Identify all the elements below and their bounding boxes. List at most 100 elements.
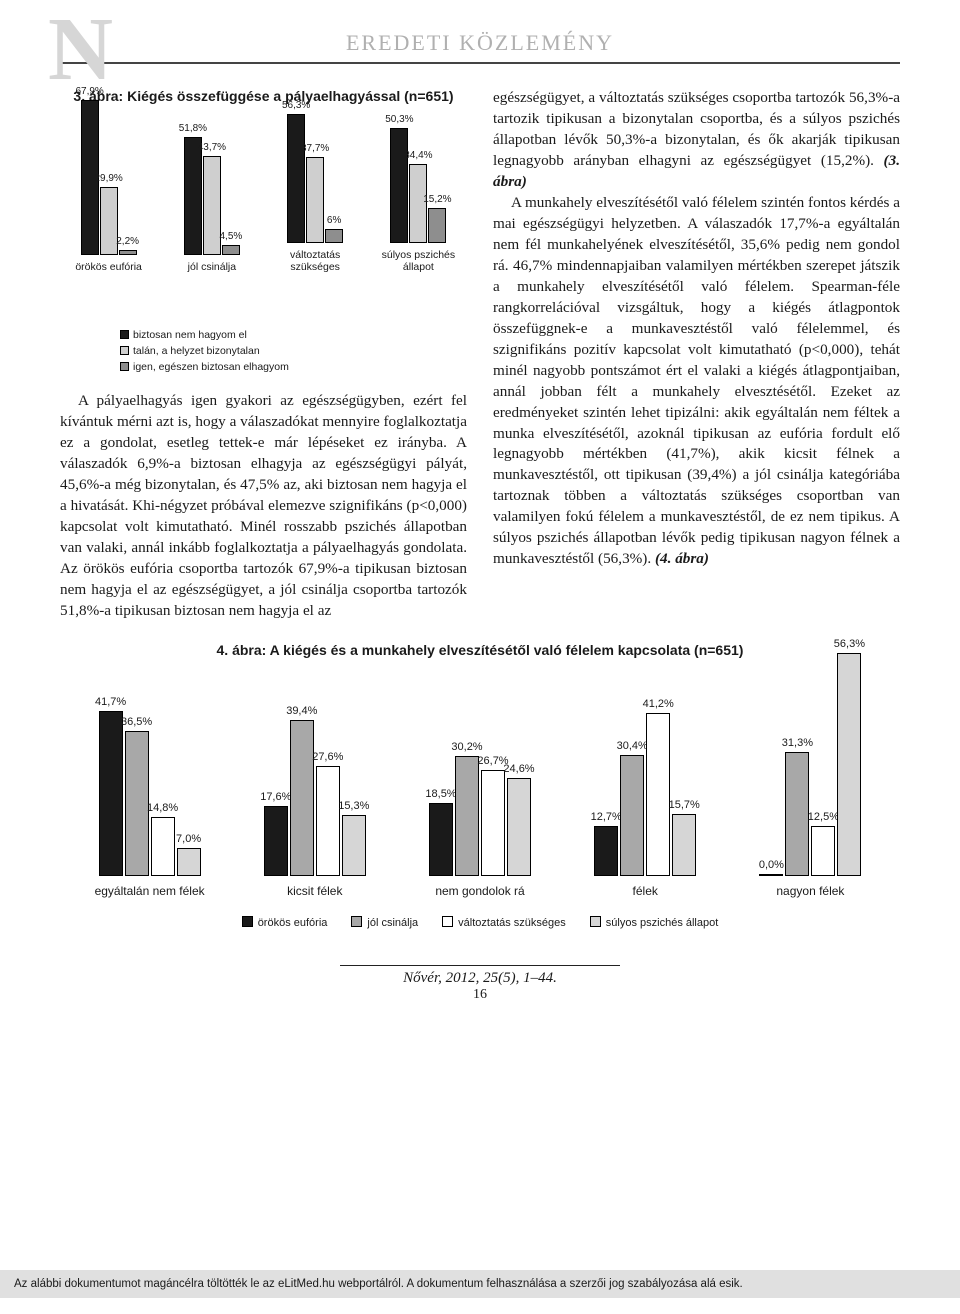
- chart4-category: kicsit félek: [287, 884, 342, 898]
- chart4-group: 41,7%36,5%14,8%7,0%egyáltalán nem félek: [76, 646, 223, 898]
- chart3-group: 50,3%34,4%15,2%súlyos pszichés állapot: [374, 83, 463, 274]
- chart4-bar: 26,7%: [481, 770, 505, 876]
- chart4-bar-label: 56,3%: [834, 638, 865, 650]
- legend-item: talán, a helyzet bizonytalan: [120, 344, 467, 360]
- chart4-bar: 41,2%: [646, 713, 670, 876]
- chart3-bar: 29,9%: [100, 187, 118, 255]
- chart4-category: nem gondolok rá: [435, 884, 524, 898]
- chart4-bar-label: 18,5%: [425, 788, 456, 800]
- chart4-bar-label: 41,2%: [643, 698, 674, 710]
- chart4-legend: örökös eufória jól csinálja változtatás sz…: [60, 916, 900, 929]
- chart3-bar-label: 2,2%: [116, 236, 139, 247]
- download-notice: Az alábbi dokumentumot magáncélra töltöt…: [0, 1270, 960, 1298]
- legend-swatch: [351, 916, 362, 927]
- chart3-bar: 37,7%: [306, 157, 324, 243]
- chart3-group: 67,9%29,9%2,2%örökös eufória: [64, 95, 153, 274]
- chart4-bar: 24,6%: [507, 778, 531, 876]
- chart4-bar: 31,3%: [785, 752, 809, 876]
- chart4-bar: 7,0%: [177, 848, 201, 876]
- chart4-group: 12,7%30,4%41,2%15,7%félek: [572, 646, 719, 898]
- chart4-bar: 17,6%: [264, 806, 288, 876]
- chart3-bar-label: 50,3%: [385, 114, 413, 125]
- chart4-bar: 15,3%: [342, 815, 366, 876]
- chart3-bar-label: 43,7%: [198, 142, 226, 153]
- chart3-legend: biztosan nem hagyom el talán, a helyzet b…: [120, 328, 467, 375]
- chart4-bar-label: 36,5%: [121, 716, 152, 728]
- chart4-category: félek: [633, 884, 658, 898]
- chart4-bar-label: 41,7%: [95, 696, 126, 708]
- legend-swatch: [242, 916, 253, 927]
- chart4-bar-label: 15,7%: [669, 799, 700, 811]
- two-column-layout: 3. ábra: Kiégés összefüggése a pályaelha…: [60, 88, 900, 622]
- chart4-group: 0,0%31,3%12,5%56,3%nagyon félek: [737, 646, 884, 898]
- chart4-bar-label: 12,5%: [808, 811, 839, 823]
- chart3-bar: 51,8%: [184, 137, 202, 255]
- chart4-bar-label: 17,6%: [260, 791, 291, 803]
- chart3-bar-label: 4,5%: [219, 231, 242, 242]
- chart4-bar-label: 12,7%: [591, 811, 622, 823]
- chart3-category: örökös eufória: [75, 261, 142, 274]
- journal-ref: Nővér, 2012, 25(5), 1–44.: [60, 970, 900, 987]
- chart3-bar-label: 29,9%: [94, 173, 122, 184]
- chart3-bar-label: 51,8%: [179, 123, 207, 134]
- chart4-bar-label: 14,8%: [147, 802, 178, 814]
- chart4-bar-label: 24,6%: [503, 763, 534, 775]
- legend-item: biztosan nem hagyom el: [120, 328, 467, 344]
- chart3-category: súlyos pszichés állapot: [374, 249, 463, 274]
- page: N EREDETI KÖZLEMÉNY 3. ábra: Kiégés össz…: [0, 0, 960, 1270]
- chart4-category: nagyon félek: [776, 884, 844, 898]
- chart4-group: 17,6%39,4%27,6%15,3%kicsit félek: [241, 646, 388, 898]
- chart3-bar: 4,5%: [222, 245, 240, 255]
- chart3-category: változtatás szükséges: [271, 249, 360, 274]
- chart4-bar-label: 39,4%: [286, 705, 317, 717]
- chart3-bar: 2,2%: [119, 250, 137, 255]
- page-number: 16: [60, 987, 900, 1003]
- left-column: 3. ábra: Kiégés összefüggése a pályaelha…: [60, 88, 467, 622]
- chart4-bar: 56,3%: [837, 653, 861, 876]
- chart3-bar-label: 56,3%: [282, 100, 310, 111]
- body-text: egészségügyet, a változtatás szükséges c…: [493, 89, 900, 169]
- section-header: EREDETI KÖZLEMÉNY: [60, 30, 900, 64]
- legend-item: örökös eufória: [242, 916, 328, 929]
- chart3: 67,9%29,9%2,2%örökös eufória51,8%43,7%4,…: [64, 114, 463, 314]
- chart4-bar-label: 15,3%: [338, 800, 369, 812]
- legend-item: jól csinálja: [351, 916, 418, 929]
- chart4-bar: 14,8%: [151, 817, 175, 876]
- chart4-bar-label: 27,6%: [312, 751, 343, 763]
- chart3-bar-label: 67,9%: [75, 86, 103, 97]
- chart3-bar: 50,3%: [390, 128, 408, 243]
- legend-label: biztosan nem hagyom el: [133, 329, 247, 341]
- chart4-bar-label: 0,0%: [759, 859, 784, 871]
- ghost-letter: N: [48, 18, 113, 81]
- chart4-bar: 12,5%: [811, 826, 835, 876]
- legend-label: jól csinálja: [367, 917, 418, 929]
- right-column: egészségügyet, a változtatás szükséges c…: [493, 88, 900, 622]
- legend-item: súlyos pszichés állapot: [590, 916, 719, 929]
- chart4-bar: 30,4%: [620, 755, 644, 876]
- legend-label: örökös eufória: [258, 917, 328, 929]
- chart4-bar-label: 30,2%: [451, 741, 482, 753]
- chart4-bar-label: 30,4%: [617, 740, 648, 752]
- chart4-bar: 27,6%: [316, 766, 340, 875]
- chart3-group: 51,8%43,7%4,5%jól csinálja: [167, 95, 256, 274]
- legend-swatch: [120, 346, 129, 355]
- legend-label: igen, egészen biztosan elhagyom: [133, 361, 289, 373]
- chart4-bar-label: 31,3%: [782, 737, 813, 749]
- legend-item: igen, egészen biztosan elhagyom: [120, 360, 467, 376]
- legend-label: változtatás szükséges: [458, 917, 566, 929]
- legend-label: súlyos pszichés állapot: [606, 917, 719, 929]
- page-footer: Nővér, 2012, 25(5), 1–44. 16: [60, 965, 900, 1003]
- chart4-category: egyáltalán nem félek: [95, 884, 205, 898]
- chart4-bar: 39,4%: [290, 720, 314, 876]
- legend-item: változtatás szükséges: [442, 916, 566, 929]
- chart4: 41,7%36,5%14,8%7,0%egyáltalán nem félek1…: [70, 668, 890, 898]
- chart3-bar-label: 15,2%: [423, 194, 451, 205]
- chart4-bar: 36,5%: [125, 731, 149, 876]
- chart4-bar: 41,7%: [99, 711, 123, 876]
- body-text: A munkahely elveszítésétől való félelem …: [493, 194, 900, 567]
- chart4-bar: 0,0%: [759, 874, 783, 876]
- figure-ref: (4. ábra): [655, 550, 709, 567]
- chart3-group: 56,3% 37,7%6% változtatás szükséges: [271, 83, 360, 274]
- legend-label: talán, a helyzet bizonytalan: [133, 345, 260, 357]
- chart3-bar: 6%: [325, 229, 343, 243]
